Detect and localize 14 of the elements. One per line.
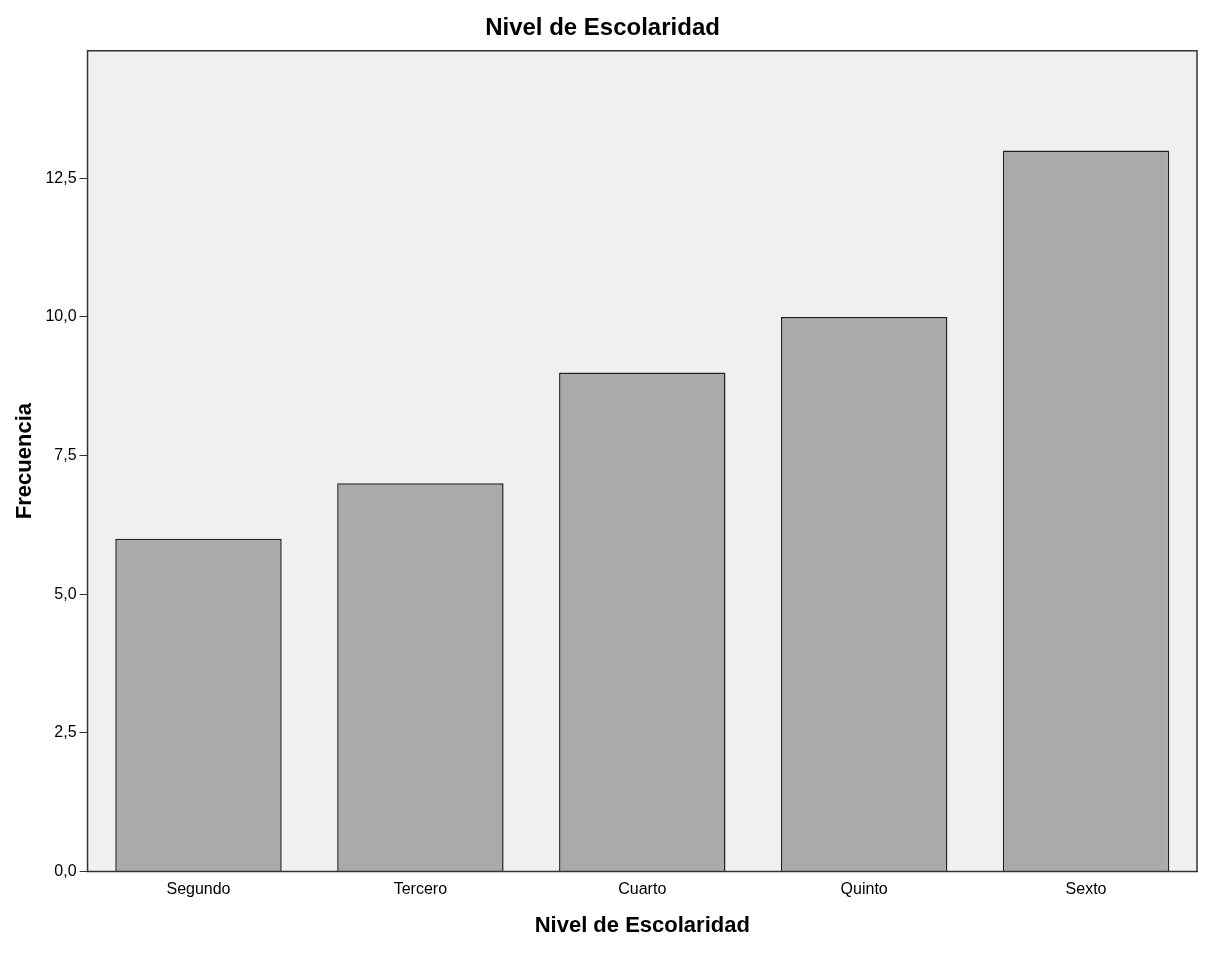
x-tick-label: Quinto bbox=[840, 880, 888, 898]
x-tick-label: Sexto bbox=[1065, 880, 1107, 898]
x-tick-label: Segundo bbox=[166, 880, 231, 898]
y-tick-label: 12,5 bbox=[45, 168, 77, 186]
x-tick-label: Tercero bbox=[393, 880, 448, 898]
chart-title: Nivel de Escolaridad bbox=[485, 13, 720, 41]
y-tick-label: 7,5 bbox=[54, 445, 77, 463]
y-axis-title: Frecuencia bbox=[11, 402, 37, 520]
x-axis-title: Nivel de Escolaridad bbox=[534, 911, 750, 937]
y-tick-label: 2,5 bbox=[54, 723, 77, 741]
y-tick-label: 10,0 bbox=[45, 307, 77, 325]
x-tick-label: Cuarto bbox=[618, 880, 667, 898]
y-tick-label: 5,0 bbox=[54, 584, 77, 602]
y-tick-label: 0,0 bbox=[54, 861, 77, 879]
